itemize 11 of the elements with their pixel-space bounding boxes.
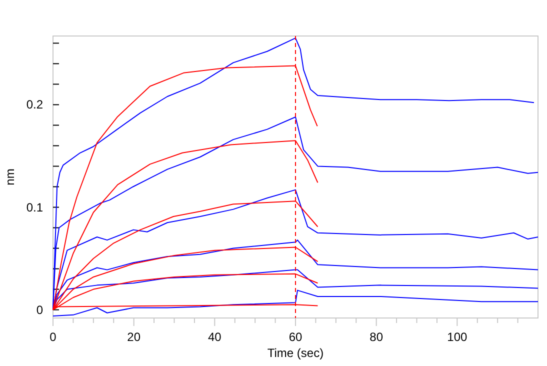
- y-tick-label: 0: [36, 302, 44, 317]
- x-tick-label: 20: [127, 330, 141, 344]
- x-tick-label: 80: [370, 330, 384, 344]
- x-tick-label: 40: [208, 330, 222, 344]
- y-tick-label: 0.2: [26, 98, 44, 112]
- y-tick-label: 0.1: [26, 200, 44, 214]
- y-axis-title: nm: [3, 168, 17, 186]
- x-tick-label: 60: [288, 330, 302, 344]
- x-tick-label: 0: [50, 330, 57, 344]
- x-tick-label: 100: [447, 330, 468, 344]
- x-axis-title: Time (sec): [267, 346, 324, 360]
